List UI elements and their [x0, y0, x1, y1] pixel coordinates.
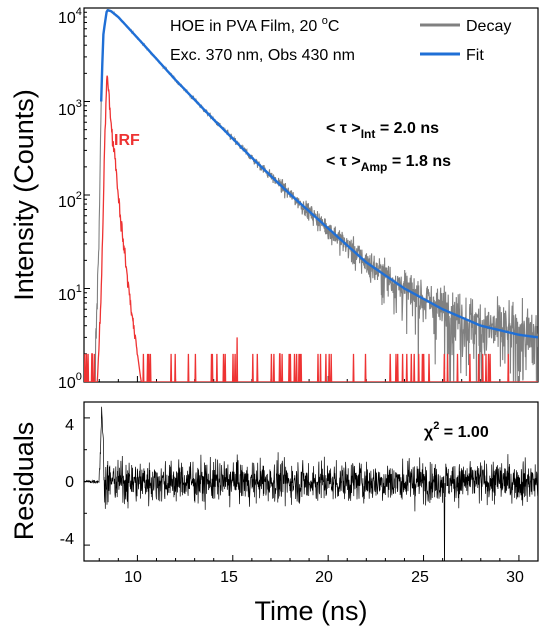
y-tick-label-1: 101	[58, 283, 82, 304]
bottom-axis-ticks	[84, 417, 539, 561]
y-tick-label-resid-0: 0	[65, 474, 74, 491]
x-tick-label-20: 20	[315, 569, 333, 586]
y-axis-title-intensity: Intensity (Counts)	[9, 89, 39, 301]
x-tick-label-15: 15	[220, 569, 238, 586]
y-tick-label-resid-neg4: -4	[60, 531, 74, 548]
top-series-layer	[84, 8, 538, 382]
legend-label-decay: Decay	[466, 18, 511, 35]
x-tick-label-30: 30	[506, 569, 524, 586]
irf-label: IRF	[114, 132, 140, 149]
bottom-series-layer	[84, 406, 538, 561]
legend-label-fit: Fit	[466, 47, 484, 64]
series-line-decay	[84, 8, 538, 382]
series-line-residuals	[84, 406, 538, 561]
sample-annotation-line1: HOE in PVA Film, 20 oC	[170, 15, 339, 35]
x-axis-title: Time (ns)	[255, 596, 368, 626]
y-tick-label-0: 100	[58, 371, 82, 392]
tau-int-annotation: < τ >Int = 2.0 ns	[326, 120, 439, 141]
y-tick-label-4: 104	[58, 6, 82, 27]
y-tick-label-3: 103	[58, 98, 82, 119]
series-line-fit	[100, 8, 538, 339]
y-tick-label-2: 102	[58, 190, 82, 211]
y-axis-title-residuals: Residuals	[9, 422, 39, 541]
y-tick-label-resid-pos4: 4	[65, 417, 74, 434]
x-tick-label-25: 25	[411, 569, 429, 586]
tau-amp-annotation: < τ >Amp = 1.8 ns	[326, 153, 451, 174]
x-tick-label-10: 10	[124, 569, 142, 586]
chi-square-annotation: χ2 = 1.00	[424, 420, 489, 441]
sample-annotation-line2: Exc. 370 nm, Obs 430 nm	[170, 47, 355, 64]
